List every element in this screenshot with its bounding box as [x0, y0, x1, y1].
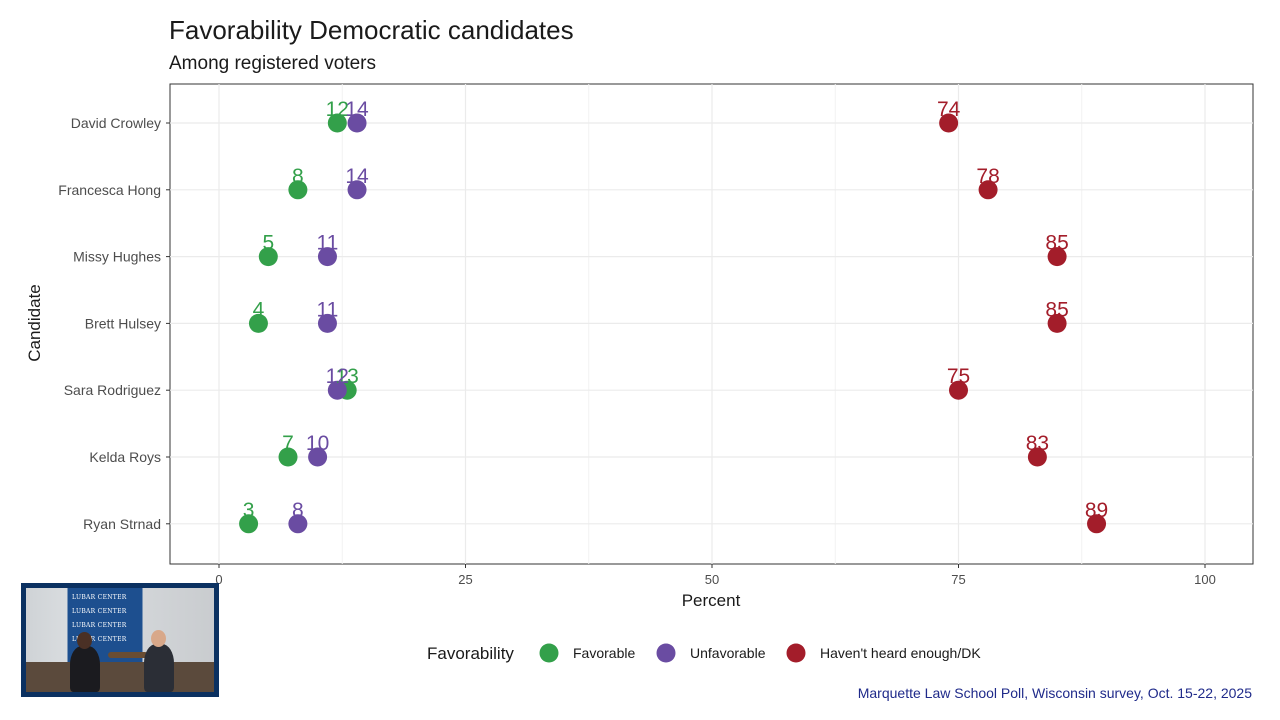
- data-label: 85: [1045, 298, 1068, 321]
- y-tick-label: Missy Hughes: [73, 249, 161, 265]
- video-table: [108, 652, 148, 658]
- data-point: [939, 113, 959, 133]
- data-point: [258, 247, 278, 267]
- x-tick-label: 50: [705, 572, 719, 587]
- data-label: 14: [345, 165, 369, 188]
- data-point: [327, 113, 347, 133]
- data-label: 8: [292, 499, 304, 522]
- data-label: 83: [1026, 432, 1049, 455]
- x-tick-label: 0: [215, 572, 222, 587]
- video-banner-text: LUBAR CENTER: [72, 608, 127, 615]
- video-person-right: [144, 644, 174, 692]
- x-tick-label: 25: [458, 572, 472, 587]
- data-point: [278, 447, 298, 467]
- data-label: 7: [282, 432, 294, 455]
- legend-label: Favorable: [573, 645, 635, 661]
- data-point: [327, 380, 347, 400]
- y-axis: David Crowley Francesca Hong Missy Hughes B…: [58, 115, 170, 532]
- x-axis: 0 25 50 75 100: [215, 564, 1216, 587]
- data-point: [317, 247, 337, 267]
- legend-title: Favorability: [427, 644, 514, 663]
- data-point: [347, 180, 367, 200]
- data-point: [288, 514, 308, 534]
- source-note: Marquette Law School Poll, Wisconsin sur…: [858, 685, 1252, 701]
- chart-subtitle: Among registered voters: [169, 53, 376, 74]
- data-point: [239, 514, 259, 534]
- video-person-right-head: [151, 630, 166, 647]
- data-label: 11: [317, 232, 339, 255]
- data-label: 8: [292, 165, 304, 188]
- legend-swatch: [656, 643, 676, 663]
- data-label: 3: [243, 499, 255, 522]
- legend-label: Unfavorable: [690, 645, 766, 661]
- legend-swatch: [539, 643, 559, 663]
- data-label: 4: [253, 298, 265, 321]
- data-label: 14: [345, 98, 369, 121]
- data-label: 12: [326, 98, 349, 121]
- y-tick-label: Kelda Roys: [89, 449, 161, 465]
- video-banner-text: LUBAR CENTER: [72, 594, 127, 601]
- data-label: 85: [1045, 232, 1068, 255]
- y-tick-label: Sara Rodriguez: [64, 382, 161, 398]
- data-point: [1027, 447, 1047, 467]
- data-label: 78: [976, 165, 999, 188]
- y-tick-label: David Crowley: [71, 115, 161, 131]
- data-point: [978, 180, 998, 200]
- data-point: [288, 180, 308, 200]
- data-label: 89: [1085, 499, 1108, 522]
- legend-swatch: [786, 643, 806, 663]
- video-thumbnail[interactable]: LUBAR CENTER LUBAR CENTER LUBAR CENTER L…: [21, 583, 219, 697]
- x-tick-label: 100: [1194, 572, 1216, 587]
- y-tick-label: Francesca Hong: [58, 182, 161, 198]
- y-axis-title: Candidate: [25, 284, 44, 362]
- data-label: 10: [306, 432, 329, 455]
- x-tick-label: 75: [951, 572, 965, 587]
- data-label: 75: [947, 365, 970, 388]
- data-label: 13: [336, 365, 359, 388]
- video-banner-text: LUBAR CENTER: [72, 636, 127, 643]
- data-point: [317, 313, 337, 333]
- data-point: [1087, 514, 1107, 534]
- data-point: [949, 380, 968, 400]
- data-point: [248, 313, 268, 333]
- data-marks: [239, 113, 1107, 534]
- legend-label: Haven't heard enough/DK: [820, 645, 981, 661]
- data-point: [347, 113, 367, 133]
- y-tick-label: Ryan Strnad: [83, 516, 161, 532]
- y-tick-label: Brett Hulsey: [85, 315, 161, 331]
- data-point: [1047, 247, 1067, 267]
- chart-title: Favorability Democratic candidates: [169, 15, 574, 45]
- data-label: 11: [317, 298, 339, 321]
- video-floor: [26, 662, 214, 692]
- video-person-left: [70, 646, 100, 692]
- video-person-left-head: [77, 632, 92, 649]
- data-point: [308, 447, 328, 467]
- data-label: 5: [262, 232, 274, 255]
- legend: Favorability Favorable Unfavorable Haven't…: [427, 643, 981, 663]
- data-label: 12: [326, 365, 349, 388]
- x-axis-title: Percent: [682, 591, 741, 610]
- data-point: [1047, 313, 1067, 333]
- video-banner-text: LUBAR CENTER: [72, 622, 127, 629]
- data-label: 74: [937, 98, 961, 121]
